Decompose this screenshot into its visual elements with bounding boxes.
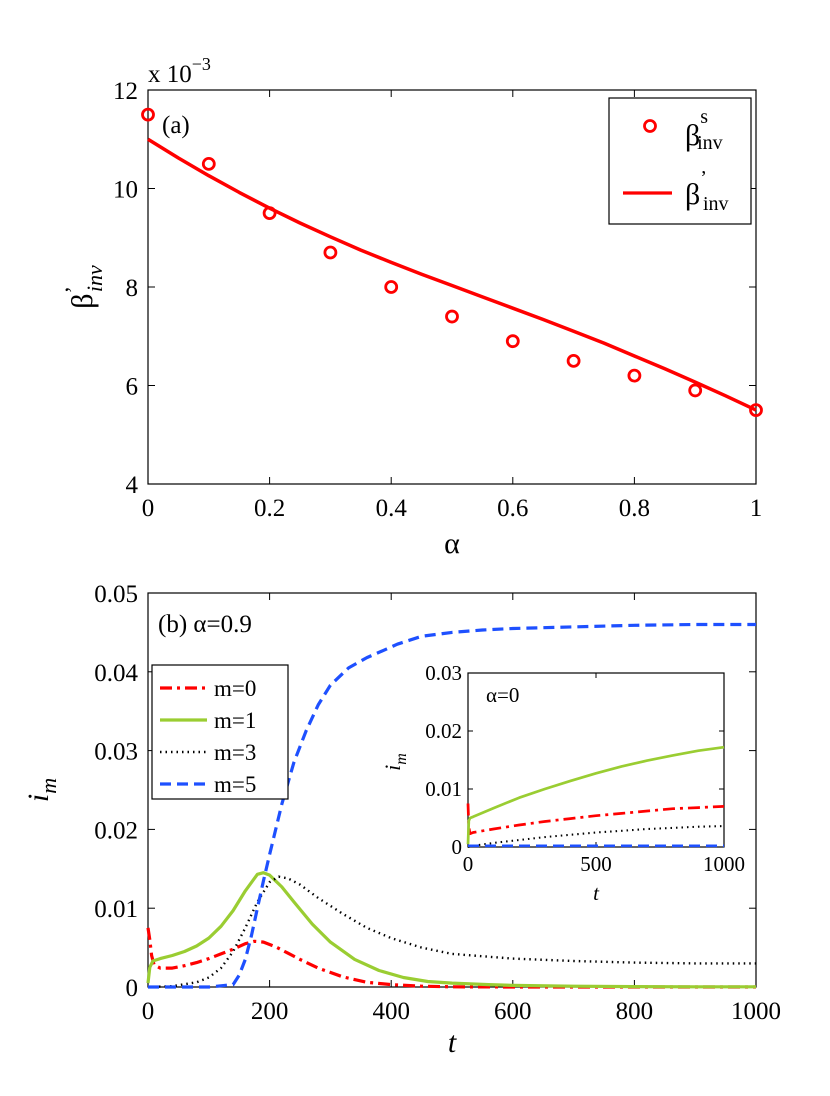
panel-b-x-tick-labels: 0 200 400 600 800 1000 (142, 998, 781, 1025)
panel-b-y-label-sub: m (36, 778, 61, 794)
panel-b-y-tick-label: 0 (126, 975, 139, 1002)
legend-m0-label: m=0 (214, 676, 256, 701)
panel-b-axes-box (147, 592, 757, 988)
legend-entry-beta-s: βs inv (685, 106, 723, 154)
inset-y-tick-label: 0.03 (425, 661, 462, 685)
inset-label: α=0 (486, 683, 519, 707)
panel-a-series-inv-line (147, 137, 757, 412)
inset-series-m1-line (466, 745, 725, 845)
panel-a-label: (a) (162, 112, 190, 139)
panel-b-y-tick-label: 0.04 (94, 660, 138, 687)
panel-b-x-tick-label: 400 (372, 998, 410, 1025)
inset-y-label-sub: m (393, 753, 410, 765)
inset-y-tick-label: 0 (452, 835, 463, 859)
panel-b: 0 200 400 600 800 1000 00.010.020.030.040.05 … (22, 581, 781, 1059)
inset-x-tick-label: 1000 (703, 852, 745, 876)
panel-a-legend: βs inv β’ inv (608, 97, 752, 225)
panel-a-ticks (147, 89, 757, 485)
panel-b-legend-box (151, 664, 289, 800)
panel-a-x-tick-label: 0 (142, 495, 155, 522)
panel-b-y-tick-label: 0.02 (94, 817, 138, 844)
panel-a-y-label-sub: inv (82, 265, 107, 292)
panel-b-y-tick-label: 0.01 (94, 896, 138, 923)
data-point-circle (688, 383, 703, 398)
panel-a-y-tick-label: 8 (126, 275, 139, 302)
inset-x-tick-label: 0 (463, 852, 474, 876)
inset-x-tick-label: 500 (580, 852, 612, 876)
panel-b-y-tick-label: 0.03 (94, 739, 138, 766)
panel-b-x-tick-label: 0 (142, 998, 155, 1025)
legend-m1-label: m=1 (214, 708, 256, 733)
panel-b-y-label: im (22, 778, 61, 802)
data-point-circle (141, 107, 155, 122)
svg-text:im: im (380, 753, 410, 771)
panel-b-x-label: t (448, 1026, 457, 1059)
panel-b-y-label-symbol: i (22, 794, 55, 802)
data-point-circle (323, 245, 338, 260)
data-point-circle (749, 403, 763, 418)
panel-a-x-tick-label: 0.4 (376, 495, 408, 522)
data-point-circle (566, 353, 581, 368)
panel-b-y-tick-labels: 0 0.01 0.02 0.03 0.04 0.05 (94, 581, 138, 1002)
panel-a-y-label-prime: ’ (60, 286, 85, 293)
inset-series-m0-line (466, 803, 725, 836)
panel-b-series (146, 622, 756, 989)
panel-b-x-tick-label: 800 (616, 998, 654, 1025)
panel-a-x-tick-labels: 0 0.2 0.4 0.6 0.8 1 (142, 495, 763, 522)
inset-y-label-symbol: i (380, 765, 405, 771)
panel-a-y-tick-label: 4 (126, 472, 139, 499)
panel-a-y-tick-label: 12 (113, 78, 138, 105)
inset-series (466, 745, 725, 848)
panel-a-y-label-symbol: β (66, 293, 99, 308)
panel-a-y-tick-labels: 4 6 8 10 12 (113, 78, 139, 499)
panel-b-series-m0-line (146, 927, 756, 989)
inset-x-label: t (593, 881, 600, 905)
panel-b-series-m1-line (146, 871, 756, 989)
inset-axes-box (467, 672, 725, 848)
panel-a-y-label: β’inv (60, 265, 107, 309)
panel-a-legend-box (608, 97, 752, 225)
data-point-circle (505, 334, 520, 349)
panel-a-x-tick-label: 0.2 (254, 495, 285, 522)
data-point-circle (627, 368, 642, 383)
panel-b-series-m3-line (147, 875, 756, 989)
legend-entry-beta-prime: β’ inv (685, 167, 729, 215)
panel-b-x-tick-label: 200 (251, 998, 289, 1025)
panel-b-x-tick-label: 600 (494, 998, 532, 1025)
panel-b-label: (b) α=0.9 (158, 611, 252, 638)
inset-y-tick-label: 0.01 (425, 777, 462, 801)
legend-circle-marker (643, 119, 657, 133)
panel-b-x-tick-label: 1000 (731, 998, 781, 1025)
inset-chart: 0 500 1000 0 0.01 0.02 0.03 α=0 t im (380, 661, 745, 905)
panel-a: 0 0.2 0.4 0.6 0.8 1 4 6 8 10 12 x 10−3 (a) α β’in… (60, 54, 763, 560)
data-point-circle (201, 156, 216, 171)
panel-a-y-tick-label: 6 (126, 374, 139, 401)
panel-a-x-tick-label: 0.6 (497, 495, 528, 522)
svg-text:im: im (22, 778, 61, 802)
inset-y-tick-label: 0.02 (425, 719, 462, 743)
inset-x-tick-labels: 0 500 1000 (463, 852, 745, 876)
panel-a-exponent-label: x 10−3 (148, 54, 211, 88)
panel-a-series (141, 107, 763, 418)
panel-b-series-m5-line (148, 622, 756, 989)
inset-y-tick-labels: 0 0.01 0.02 0.03 (425, 661, 462, 859)
panel-b-legend: m=0 m=1 m=3 m=5 (151, 664, 289, 800)
legend-m3-label: m=3 (214, 740, 256, 765)
data-point-circle (445, 309, 459, 324)
panel-b-y-tick-label: 0.05 (94, 581, 138, 608)
data-point-circle (384, 280, 399, 294)
legend-m5-label: m=5 (214, 772, 256, 797)
panel-a-x-tick-label: 0.8 (619, 495, 650, 522)
svg-text:β’inv: β’inv (60, 265, 107, 309)
panel-a-y-tick-label: 10 (113, 177, 138, 204)
panel-a-x-label: α (444, 527, 460, 560)
inset-y-label: im (380, 753, 410, 771)
panel-a-x-tick-label: 1 (750, 495, 763, 522)
